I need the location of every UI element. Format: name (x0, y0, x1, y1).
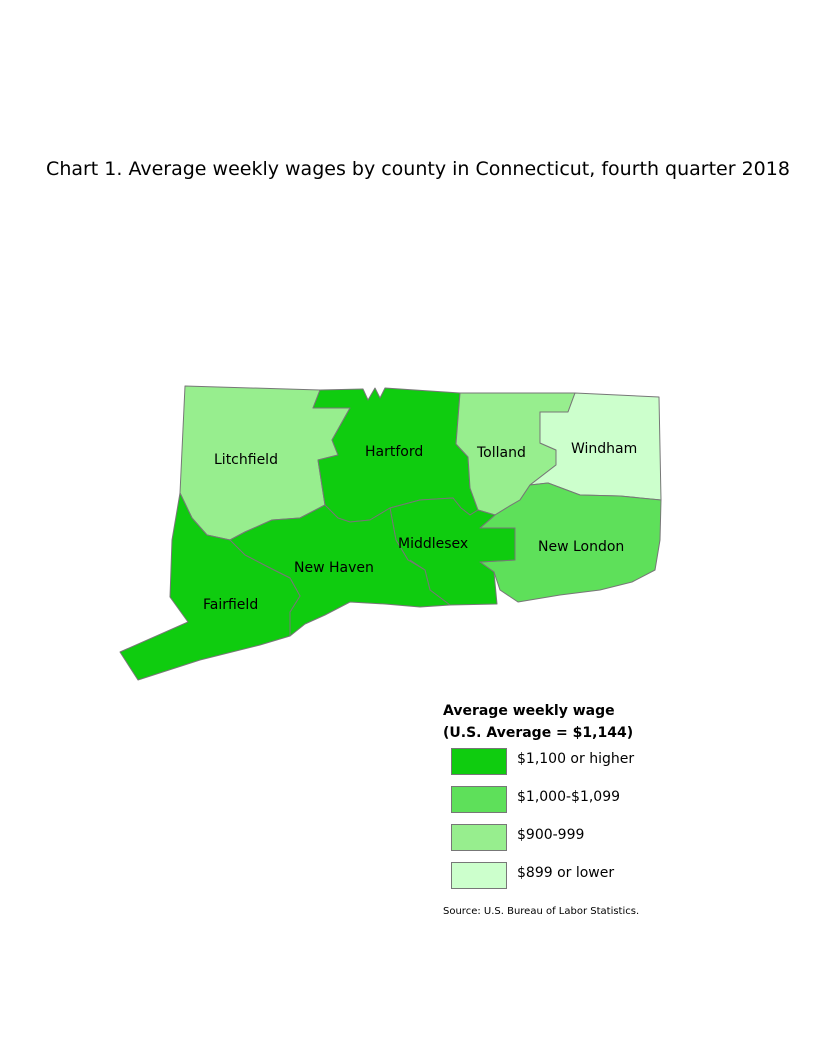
label-new-haven: New Haven (294, 560, 374, 576)
label-middlesex: Middlesex (398, 536, 468, 552)
legend: Average weekly wage (U.S. Average = $1,1… (443, 700, 703, 900)
legend-title-line2: (U.S. Average = $1,144) (443, 725, 634, 741)
legend-item-899-or-lower: $899 or lower (443, 862, 703, 891)
legend-swatch (451, 862, 507, 889)
legend-item-900-999: $900-999 (443, 824, 703, 853)
label-tolland: Tolland (476, 445, 526, 461)
label-windham: Windham (571, 441, 637, 457)
legend-item-1000-1099: $1,000-$1,099 (443, 786, 703, 815)
legend-label: $1,100 or higher (517, 751, 635, 767)
chart-title: Chart 1. Average weekly wages by county … (46, 158, 790, 180)
legend-label: $1,000-$1,099 (517, 789, 621, 805)
legend-title-line1: Average weekly wage (443, 703, 615, 719)
legend-swatch (451, 786, 507, 813)
legend-swatch (451, 748, 507, 775)
legend-label: $900-999 (517, 827, 585, 843)
source-note: Source: U.S. Bureau of Labor Statistics. (443, 906, 640, 917)
legend-label: $899 or lower (517, 865, 615, 881)
label-litchfield: Litchfield (214, 452, 278, 468)
county-fairfield[interactable] (119, 492, 301, 681)
legend-swatch (451, 824, 507, 851)
legend-item-1100-or-higher: $1,100 or higher (443, 748, 703, 777)
label-new-london: New London (538, 539, 624, 555)
label-fairfield: Fairfield (203, 597, 258, 613)
label-hartford: Hartford (365, 444, 423, 460)
